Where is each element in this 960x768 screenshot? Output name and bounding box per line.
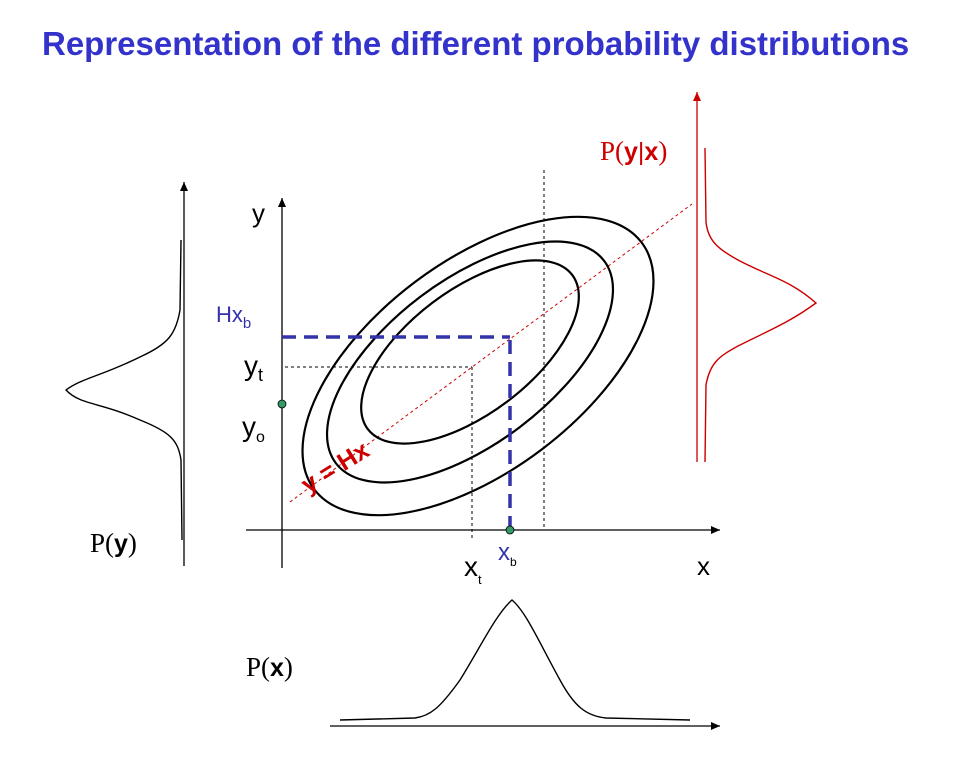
py-curve (64, 239, 183, 541)
pyx-label: P(y|x) (600, 136, 667, 166)
hxb-label: Hxb (216, 302, 251, 332)
xb-point (505, 525, 515, 535)
px-curve (339, 599, 691, 721)
pyx-curve (704, 147, 818, 463)
x-axis-label: x (697, 551, 710, 581)
line-equation-label: y = Hx (296, 436, 374, 499)
px-label: P(x) (246, 652, 293, 682)
xt-label: xt (464, 551, 482, 587)
py-label: P(y) (90, 528, 137, 558)
yo-point (277, 399, 287, 409)
contour-ellipses (301, 215, 655, 517)
contour-outer (301, 215, 655, 517)
page-title: Representation of the different probabil… (42, 25, 910, 62)
yo-label: yo (242, 411, 265, 446)
contour-inner (360, 259, 580, 445)
yt-label: yt (244, 350, 263, 385)
contour-middle (325, 240, 615, 484)
xb-label: xb (498, 539, 517, 569)
y-axis-label: y (252, 198, 265, 228)
